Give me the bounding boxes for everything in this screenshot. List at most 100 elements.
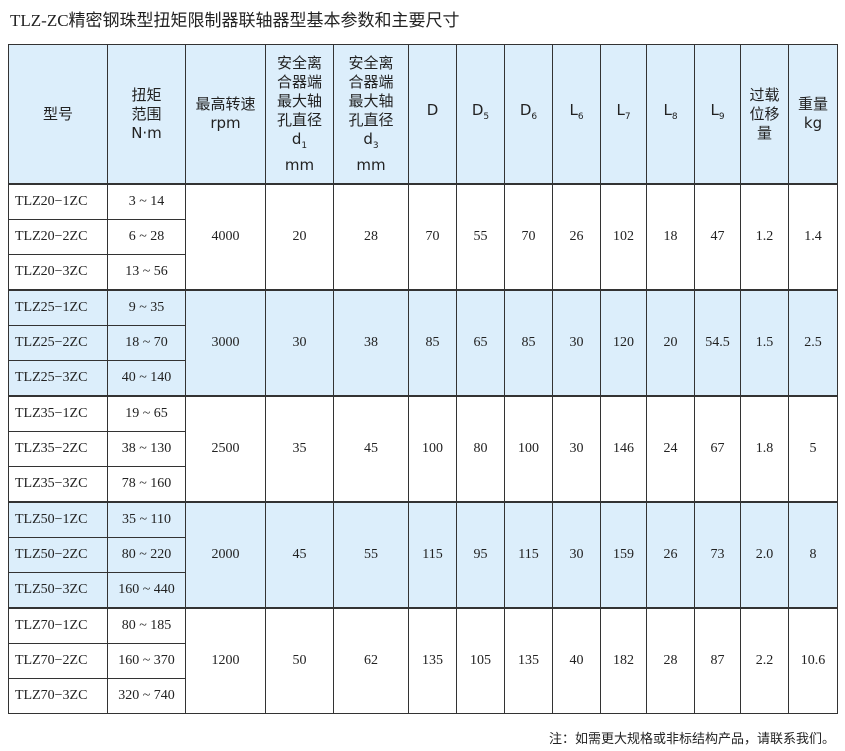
value-cell: 30 (265, 289, 334, 397)
header-symbol: L6 (569, 101, 584, 122)
value-cell: 28 (646, 607, 695, 714)
value-cell: 102 (600, 183, 647, 291)
value-cell: 1.5 (740, 289, 789, 397)
model-cell: TLZ50−2ZC (8, 537, 108, 573)
header-line: rpm (210, 114, 241, 132)
header-line: 安全离 (276, 53, 322, 72)
value-cell: 45 (333, 395, 409, 503)
value-cell: 47 (694, 183, 741, 291)
torque-range-cell: 38 ~ 130 (107, 431, 186, 467)
header-symbol: L9 (710, 101, 725, 122)
parameters-table: 型号 扭矩 范围 N·m 最高转速 rpm 安全离 合器端 最大轴 孔直径 d1 mm 安全离 合器端 最大… (8, 44, 838, 714)
table-row: TLZ25−1ZC 9 ~ 35 3000 30 38 85 65 85 30 120 20 54.5… (8, 289, 838, 397)
table-row: TLZ70−1ZC 80 ~ 185 1200 50 62 135 105 135 40 182 2… (8, 607, 838, 714)
value-cell: 87 (694, 607, 741, 714)
column-header: L6 (552, 44, 601, 185)
table-row: TLZ20−2ZC 6 ~ 28 (8, 219, 838, 255)
header-line: 合器端 (276, 72, 322, 91)
column-header: 扭矩 范围 N·m (107, 44, 186, 185)
header-symbol: D5 (471, 101, 490, 122)
column-header: 过载 位移量 (740, 44, 789, 185)
model-cell: TLZ25−3ZC (8, 360, 108, 397)
model-cell: TLZ35−3ZC (8, 466, 108, 503)
value-cell: 1.2 (740, 183, 789, 291)
table-row: TLZ50−1ZC 35 ~ 110 2000 45 55 115 95 115 30 159 26… (8, 501, 838, 609)
value-cell: 146 (600, 395, 647, 503)
column-header: D6 (504, 44, 553, 185)
table-row: TLZ70−3ZC 320 ~ 740 (8, 678, 838, 714)
table-row: TLZ70−2ZC 160 ~ 370 (8, 643, 838, 679)
model-cell: TLZ20−3ZC (8, 254, 108, 291)
torque-range-cell: 320 ~ 740 (107, 678, 186, 714)
value-cell: 80 (456, 395, 505, 503)
header-line: 量 (756, 123, 772, 142)
table-row: TLZ35−3ZC 78 ~ 160 (8, 466, 838, 503)
torque-range-cell: 9 ~ 35 (107, 289, 186, 326)
page-title: TLZ-ZC精密钢珠型扭矩限制器联轴器型基本参数和主要尺寸 (10, 11, 460, 30)
value-cell: 2500 (185, 395, 266, 503)
header-line: 型号 (42, 104, 73, 123)
value-cell: 95 (456, 501, 505, 609)
torque-range-cell: 40 ~ 140 (107, 360, 186, 397)
column-header: L8 (646, 44, 695, 185)
model-cell: TLZ20−1ZC (8, 183, 108, 220)
model-cell: TLZ25−2ZC (8, 325, 108, 361)
torque-range-cell: 3 ~ 14 (107, 183, 186, 220)
value-cell: 182 (600, 607, 647, 714)
header-line: 范围 (131, 104, 162, 123)
header-symbol: d3 (363, 129, 379, 151)
column-header: 安全离 合器端 最大轴 孔直径 d3 mm (333, 44, 409, 185)
value-cell: 1.8 (740, 395, 789, 503)
header-line: N·m (131, 123, 162, 142)
value-cell: 65 (456, 289, 505, 397)
value-cell: 8 (788, 501, 838, 609)
value-cell: 18 (646, 183, 695, 291)
table-row: TLZ20−3ZC 13 ~ 56 (8, 254, 838, 291)
value-cell: 159 (600, 501, 647, 609)
value-cell: 30 (552, 501, 601, 609)
torque-range-cell: 78 ~ 160 (107, 466, 186, 503)
model-cell: TLZ20−2ZC (8, 219, 108, 255)
table-row: TLZ50−2ZC 80 ~ 220 (8, 537, 838, 573)
header-line: 孔直径 (276, 110, 322, 129)
value-cell: 40 (552, 607, 601, 714)
column-header: 型号 (8, 44, 108, 185)
header-line: 最高转速 (195, 95, 256, 113)
value-cell: 26 (552, 183, 601, 291)
value-cell: 24 (646, 395, 695, 503)
torque-range-cell: 80 ~ 185 (107, 607, 186, 644)
header-line: 合器端 (348, 72, 394, 91)
column-header: D (408, 44, 457, 185)
value-cell: 5 (788, 395, 838, 503)
value-cell: 45 (265, 501, 334, 609)
value-cell: 1200 (185, 607, 266, 714)
header-line: 过载 (749, 85, 780, 104)
table-row: TLZ20−1ZC 3 ~ 14 4000 20 28 70 55 70 26 102 18 47 1.… (8, 183, 838, 291)
header-symbol: D6 (519, 101, 538, 122)
torque-range-cell: 13 ~ 56 (107, 254, 186, 291)
value-cell: 135 (408, 607, 457, 714)
table-row: TLZ25−2ZC 18 ~ 70 (8, 325, 838, 361)
table-row: TLZ50−3ZC 160 ~ 440 (8, 572, 838, 609)
header-line: 重量 (797, 95, 828, 113)
header-line: kg (803, 114, 823, 132)
column-header: 最高转速 rpm (185, 44, 266, 185)
model-cell: TLZ25−1ZC (8, 289, 108, 326)
value-cell: 30 (552, 289, 601, 397)
header-line: 位移 (749, 104, 780, 123)
table-row: TLZ35−1ZC 19 ~ 65 2500 35 45 100 80 100 30 146 24 6… (8, 395, 838, 503)
table-row: TLZ25−3ZC 40 ~ 140 (8, 360, 838, 397)
column-header: 重量 kg (788, 44, 838, 185)
value-cell: 55 (333, 501, 409, 609)
column-header: 安全离 合器端 最大轴 孔直径 d1 mm (265, 44, 334, 185)
value-cell: 3000 (185, 289, 266, 397)
model-cell: TLZ35−1ZC (8, 395, 108, 432)
value-cell: 100 (504, 395, 553, 503)
value-cell: 115 (504, 501, 553, 609)
value-cell: 54.5 (694, 289, 741, 397)
header-symbol: d1 (291, 129, 308, 151)
column-header: D5 (456, 44, 505, 185)
model-cell: TLZ50−1ZC (8, 501, 108, 538)
value-cell: 62 (333, 607, 409, 714)
value-cell: 50 (265, 607, 334, 714)
